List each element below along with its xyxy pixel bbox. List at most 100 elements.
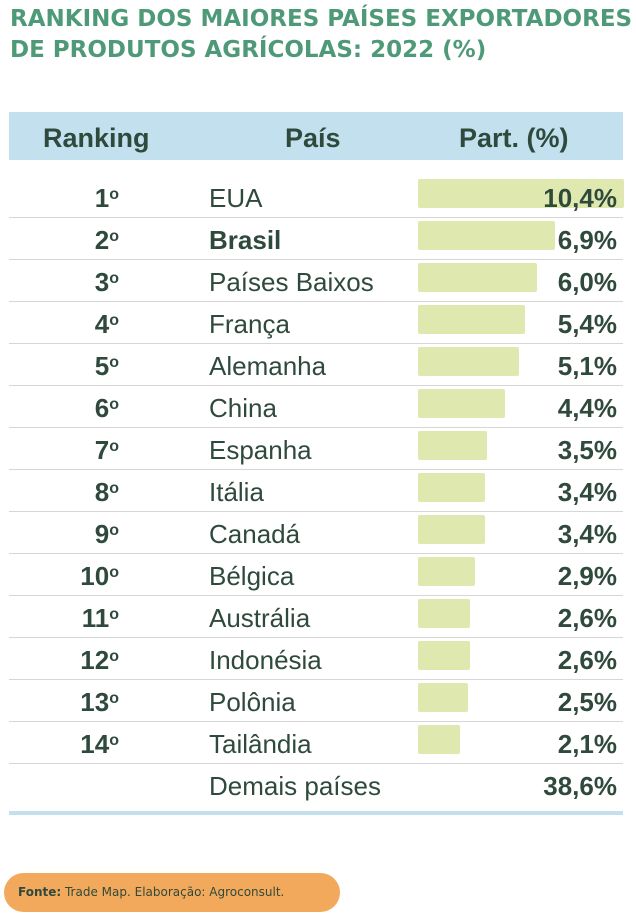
rank-ordinal: o [109, 354, 119, 371]
share-value: 3,4% [557, 477, 617, 507]
ranking-table-body: 1o EUA 10,4% 2o Brasil 6,9% 3o Países Baixos 6,0… [9, 176, 624, 810]
source-note: Fonte: Trade Map. Elaboração: Agroconsul… [4, 873, 340, 912]
country-label: EUA [209, 183, 263, 213]
source-label: Fonte: [18, 885, 62, 899]
rank-number: 9 [94, 519, 110, 549]
share-value: 6,0% [557, 267, 617, 297]
share-value: 10,4% [543, 183, 617, 213]
rank-label: 11o [9, 596, 119, 640]
share-bar [418, 305, 525, 334]
rank-ordinal: o [109, 732, 119, 749]
rank-label: 14o [9, 722, 119, 766]
rank-number: 2 [94, 225, 110, 255]
share-bar [418, 347, 519, 376]
source-text: Trade Map. Elaboração: Agroconsult. [61, 885, 285, 899]
rank-label: 9o [9, 512, 119, 556]
rank-ordinal: o [109, 522, 119, 539]
rank-ordinal: o [109, 690, 119, 707]
share-value: 2,5% [557, 687, 617, 717]
rank-label: 10o [9, 554, 119, 598]
rank-ordinal: o [109, 228, 119, 245]
share-bar [418, 263, 537, 292]
rank-label: 8o [9, 470, 119, 514]
rank-number: 13 [80, 687, 110, 717]
header-share: Part. (%) [459, 123, 569, 153]
rank-label: 7o [9, 428, 119, 472]
rank-ordinal: o [109, 186, 119, 203]
share-bar [418, 431, 487, 460]
share-value: 38,6% [543, 771, 617, 801]
share-value: 3,4% [557, 519, 617, 549]
header-ranking: Ranking [43, 123, 150, 153]
share-value: 5,4% [557, 309, 617, 339]
country-label: Canadá [209, 519, 301, 549]
rank-ordinal: o [109, 396, 119, 413]
rank-ordinal: o [109, 606, 119, 623]
table-row: 1o EUA 10,4% [9, 176, 624, 220]
table-row: 5o Alemanha 5,1% [9, 344, 623, 386]
country-label: Polônia [209, 687, 296, 717]
rank-number: 8 [94, 477, 110, 507]
table-row: Demais países 38,6% [9, 764, 623, 810]
table-row: 3o Países Baixos 6,0% [9, 260, 623, 302]
rank-number: 4 [94, 309, 110, 339]
rank-label: 1o [9, 176, 119, 220]
rank-ordinal: o [109, 270, 119, 287]
table-row: 12o Indonésia 2,6% [9, 638, 623, 680]
rank-label: 2o [9, 218, 119, 262]
share-value: 6,9% [557, 225, 617, 255]
country-label: Brasil [209, 225, 282, 255]
country-label: Espanha [209, 435, 312, 465]
share-bar [418, 599, 470, 628]
share-value: 2,9% [557, 561, 617, 591]
rank-number: 10 [80, 561, 110, 591]
table-row: 9o Canadá 3,4% [9, 512, 623, 554]
share-bar [418, 641, 470, 670]
rank-ordinal: o [109, 564, 119, 581]
rank-number: 3 [94, 267, 110, 297]
share-bar [418, 473, 485, 502]
rank-ordinal: o [109, 648, 119, 665]
country-label: Bélgica [209, 561, 295, 591]
rank-ordinal: o [109, 480, 119, 497]
share-value: 2,1% [557, 729, 617, 759]
chart-title: RANKING DOS MAIORES PAÍSES EXPORTADORES … [10, 4, 634, 66]
rank-ordinal: o [109, 312, 119, 329]
rank-number: 14 [80, 729, 110, 759]
rank-label: 6o [9, 386, 119, 430]
rank-label: 12o [9, 638, 119, 682]
share-bar [418, 389, 505, 418]
share-bar [418, 725, 460, 754]
chart-title-line-1: RANKING DOS MAIORES PAÍSES EXPORTADORES [10, 6, 633, 32]
share-value: 2,6% [557, 603, 617, 633]
table-header: Ranking País Part. (%) [9, 112, 623, 160]
rank-number: 5 [94, 351, 110, 381]
rank-number: 6 [94, 393, 110, 423]
country-label: China [209, 393, 277, 423]
share-bar [418, 515, 485, 544]
share-value: 5,1% [557, 351, 617, 381]
country-label: Demais países [209, 771, 381, 801]
table-row: 7o Espanha 3,5% [9, 428, 623, 470]
table-row: 2o Brasil 6,9% [9, 218, 623, 260]
rank-number: 12 [80, 645, 110, 675]
table-row: 4o França 5,4% [9, 302, 623, 344]
rank-number: 1 [94, 183, 110, 213]
table-row: 8o Itália 3,4% [9, 470, 623, 512]
country-label: Indonésia [209, 645, 322, 675]
share-bar [418, 557, 475, 586]
share-bar [418, 221, 555, 250]
share-bar [418, 179, 624, 208]
country-label: Alemanha [209, 351, 327, 381]
share-value: 2,6% [557, 645, 617, 675]
country-label: Países Baixos [209, 267, 374, 297]
rank-label: 4o [9, 302, 119, 346]
rank-label: 3o [9, 260, 119, 304]
country-label: Itália [209, 477, 264, 507]
rank-label: 5o [9, 344, 119, 388]
country-label: Tailândia [209, 729, 312, 759]
table-row: 10o Bélgica 2,9% [9, 554, 623, 596]
share-value: 3,5% [557, 435, 617, 465]
table-row: 14o Tailândia 2,1% [9, 722, 623, 764]
header-country: País [285, 123, 341, 153]
